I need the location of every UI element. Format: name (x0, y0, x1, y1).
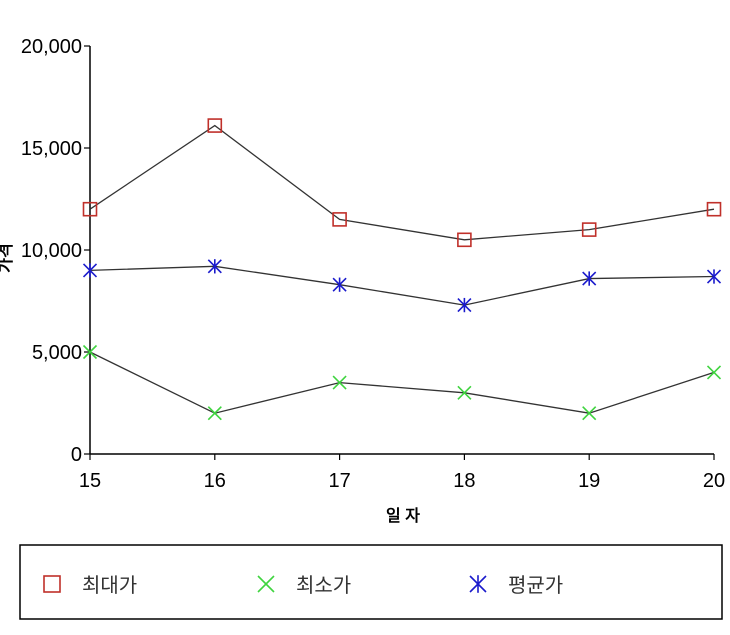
y-tick-label: 0 (71, 444, 82, 466)
x-tick-label: 15 (79, 470, 101, 492)
legend-label: 최대가 (82, 574, 137, 597)
x-tick-label: 17 (328, 470, 350, 492)
data-point (43, 575, 61, 593)
x-tick-label: 20 (703, 470, 725, 492)
data-point (207, 118, 223, 133)
x-tick-label: 19 (578, 470, 600, 492)
legend-label: 최소가 (296, 574, 351, 597)
data-point (332, 375, 347, 390)
y-axis-title: 가격 (0, 243, 15, 272)
x-marker-stroke (706, 365, 722, 380)
square-marker (457, 232, 472, 248)
series-lines (89, 124, 715, 414)
data-point (457, 297, 472, 313)
legend-item: 최소가 (257, 574, 351, 597)
data-point (706, 269, 722, 284)
x-axis-title: 일 자 (386, 507, 420, 525)
legend-box (19, 544, 723, 620)
square-marker (207, 118, 223, 133)
legend-label: 평균가 (508, 574, 563, 597)
data-point (207, 259, 222, 274)
y-tick-label: 20,000 (21, 36, 82, 58)
x-marker-stroke (207, 406, 222, 421)
series-line-1 (89, 124, 715, 241)
data-point (82, 263, 98, 278)
axes: 0 5,000 10,000 15,000 20,000 15 16 17 18 19 20 (21, 36, 725, 492)
series-line-3 (89, 265, 715, 306)
data-point (207, 406, 222, 421)
data-point (457, 232, 472, 248)
data-point (332, 277, 347, 292)
data-point (581, 222, 597, 237)
x-tick-label: 18 (453, 470, 475, 492)
legend: 최대가 최소가 평균가 (19, 544, 723, 620)
x-marker-stroke (82, 344, 98, 360)
data-point (82, 201, 98, 217)
y-tick-label: 15,000 (21, 138, 82, 160)
data-point (332, 212, 347, 227)
x-marker-stroke (257, 575, 275, 593)
square-marker (581, 222, 597, 237)
x-tick-label: 16 (204, 470, 226, 492)
square-marker (43, 575, 61, 593)
data-point (582, 406, 597, 421)
square-marker (706, 201, 722, 217)
square-marker (82, 201, 98, 217)
data-point (469, 575, 487, 593)
x-marker-stroke (457, 385, 472, 400)
square-marker (332, 212, 347, 227)
data-point (82, 344, 98, 360)
legend-item: 평균가 (469, 574, 563, 597)
x-marker-stroke (582, 406, 597, 421)
data-point (706, 201, 722, 217)
data-point (457, 385, 472, 400)
series-line-2 (89, 351, 715, 414)
data-point (706, 365, 722, 380)
y-tick-label: 5,000 (32, 342, 82, 364)
y-tick-label: 10,000 (21, 240, 82, 262)
data-point (257, 575, 275, 593)
x-marker-stroke (332, 375, 347, 390)
series-markers (82, 118, 722, 421)
data-point (582, 271, 597, 286)
legend-item: 최대가 (43, 574, 137, 597)
